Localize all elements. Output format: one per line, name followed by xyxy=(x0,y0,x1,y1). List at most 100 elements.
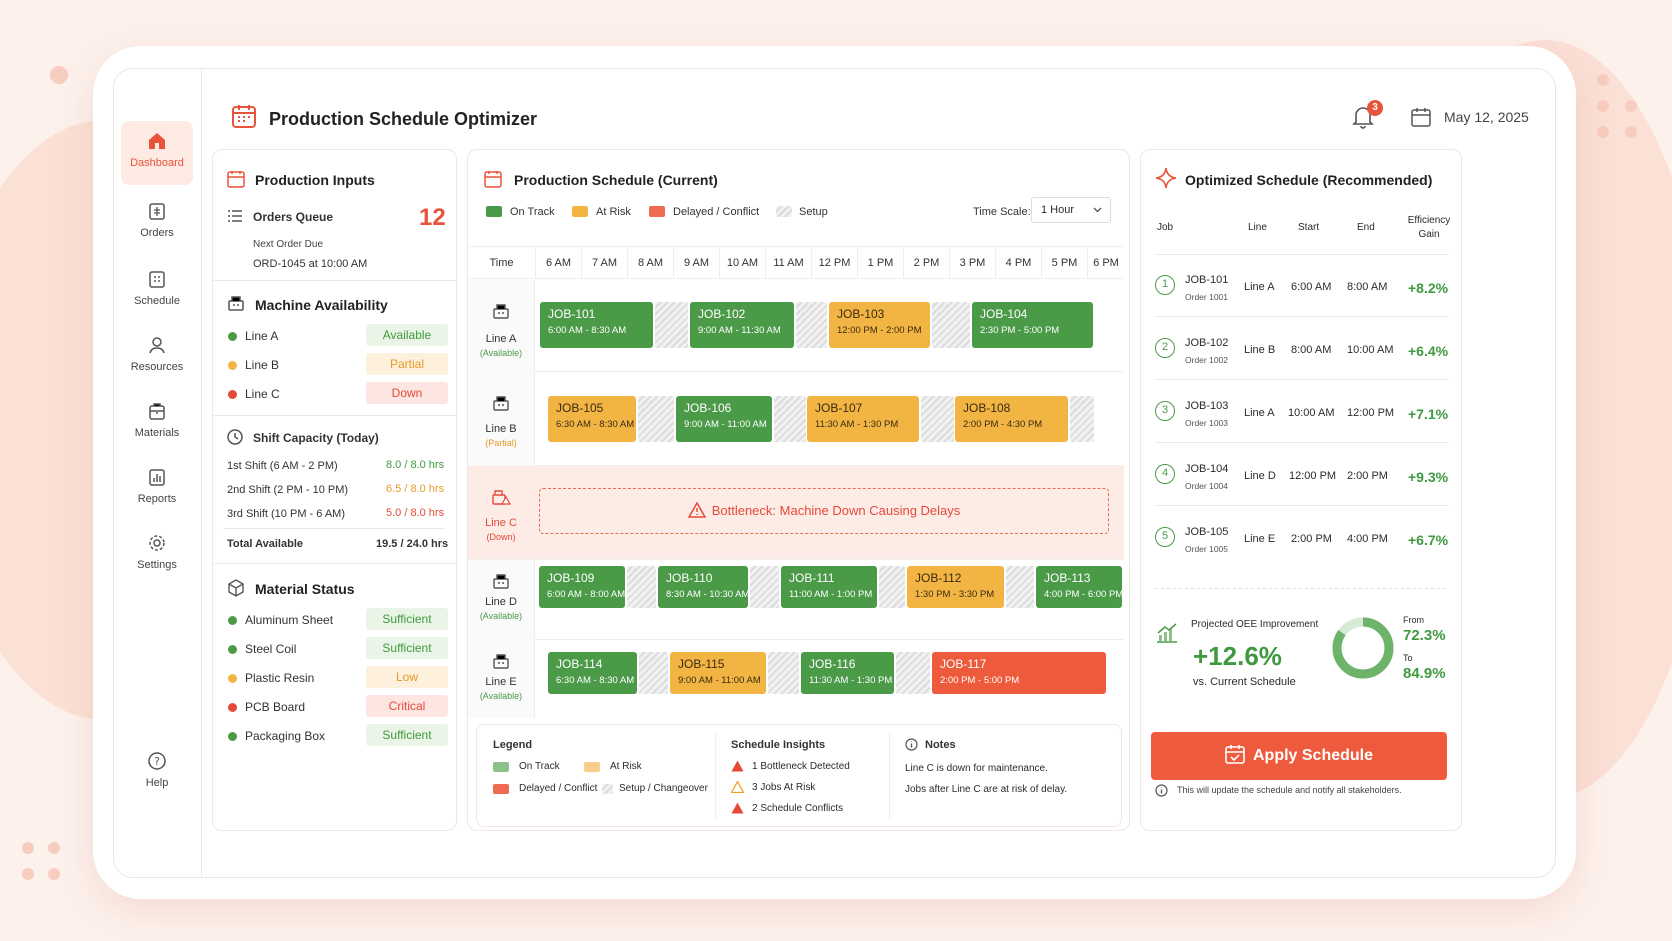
col-header: End xyxy=(1357,222,1375,233)
status-badge: Critical xyxy=(366,695,448,717)
job-bar[interactable]: JOB-115 9:00 AM - 11:00 AM xyxy=(670,652,766,694)
gear-icon xyxy=(149,535,165,551)
status-badge: Partial xyxy=(366,353,448,375)
job-bar[interactable]: JOB-110 8:30 AM - 10:30 AM xyxy=(658,566,749,608)
status-badge: Sufficient xyxy=(366,724,448,746)
machine-icon xyxy=(493,574,509,589)
job-bar[interactable]: JOB-102 9:00 AM - 11:30 AM xyxy=(690,302,794,348)
setup-block xyxy=(1006,566,1034,608)
legend-setup: Setup xyxy=(799,206,828,218)
warning-icon xyxy=(731,760,744,772)
hour-label: 3 PM xyxy=(949,247,995,279)
production-inputs-panel: Production Inputs Orders Queue 12 Next O… xyxy=(212,149,457,831)
svg-text:?: ? xyxy=(154,755,160,768)
reports-icon xyxy=(149,469,165,486)
machine-line-name: Line A xyxy=(245,329,279,343)
shift-value: 5.0 / 8.0 hrs xyxy=(386,507,445,519)
job-bar[interactable]: JOB-114 6:30 AM - 8:30 AM xyxy=(548,652,637,694)
job-bar[interactable]: JOB-109 6:00 AM - 8:00 AM xyxy=(539,566,625,608)
setup-block xyxy=(768,652,799,694)
status-dot xyxy=(228,332,237,341)
next-order-label: Next Order Due xyxy=(253,239,324,250)
job-bar[interactable]: JOB-117 2:00 PM - 5:00 PM xyxy=(932,652,1106,694)
optimized-schedule-panel: Optimized Schedule (Recommended) Job Lin… xyxy=(1140,149,1462,831)
col-header: Start xyxy=(1298,222,1320,233)
job-bar[interactable]: JOB-113 4:00 PM - 6:00 PM xyxy=(1036,566,1123,608)
setup-block xyxy=(655,302,688,348)
table-row[interactable]: 4 JOB-104 Order 1004 Line D 12:00 PM 2:0… xyxy=(1141,443,1461,506)
bell-icon[interactable] xyxy=(1352,105,1374,129)
apply-schedule-button[interactable]: Apply Schedule xyxy=(1151,732,1447,780)
legend-item: Delayed / Conflict xyxy=(519,783,598,794)
lane-status: (Available) xyxy=(479,348,523,358)
table-row[interactable]: 2 JOB-102 Order 1002 Line B 8:00 AM 10:0… xyxy=(1141,317,1461,380)
clock-icon xyxy=(227,429,243,445)
timescale-label: Time Scale: xyxy=(973,206,1031,218)
machine-icon xyxy=(228,296,244,311)
box-icon xyxy=(228,579,244,597)
job-bar[interactable]: JOB-105 6:30 AM - 8:30 AM xyxy=(548,396,636,442)
sidebar-item-resources[interactable]: Resources xyxy=(121,325,193,389)
job-bar[interactable]: JOB-103 12:00 PM - 2:00 PM xyxy=(829,302,930,348)
orders-queue-count: 12 xyxy=(419,204,446,231)
home-icon xyxy=(149,133,165,149)
sparkle-icon xyxy=(1155,167,1177,189)
oee-donut xyxy=(1332,617,1394,679)
job-bar[interactable]: JOB-116 11:30 AM - 1:30 PM xyxy=(801,652,894,694)
hour-label: 1 PM xyxy=(857,247,903,279)
sidebar-item-help[interactable]: ? Help xyxy=(121,741,193,805)
machine-warning-icon xyxy=(492,490,511,505)
sidebar-item-reports[interactable]: Reports xyxy=(121,457,193,521)
material-name: Plastic Resin xyxy=(245,671,315,685)
status-badge: Sufficient xyxy=(366,637,448,659)
job-bar[interactable]: JOB-111 11:00 AM - 1:00 PM xyxy=(781,566,877,608)
setup-block xyxy=(932,302,970,348)
setup-block xyxy=(879,566,905,608)
col-header: Line xyxy=(1248,222,1267,233)
to-value: 84.9% xyxy=(1403,665,1446,682)
table-row[interactable]: 5 JOB-105 Order 1005 Line E 2:00 PM 4:00… xyxy=(1141,506,1461,569)
hour-label: 9 AM xyxy=(673,247,719,279)
machine-icon xyxy=(493,396,509,411)
orders-queue-label: Orders Queue xyxy=(253,210,334,224)
hour-label: 7 AM xyxy=(581,247,627,279)
lane-line-d: Line D (Available) JOB-109 6:00 AM - 8:00 … xyxy=(468,560,1124,640)
status-badge: Available xyxy=(366,324,448,346)
lane-status: (Available) xyxy=(479,611,523,621)
insight-item: 2 Schedule Conflicts xyxy=(752,803,844,814)
sidebar-item-dashboard[interactable]: Dashboard xyxy=(121,121,193,185)
job-bar[interactable]: JOB-112 1:30 PM - 3:30 PM xyxy=(907,566,1004,608)
sidebar-item-settings[interactable]: Settings xyxy=(121,523,193,587)
lane-status: (Available) xyxy=(479,691,523,701)
col-header: Job xyxy=(1157,222,1174,233)
hour-label: 8 AM xyxy=(627,247,673,279)
legend-at-risk: At Risk xyxy=(596,206,631,218)
table-row[interactable]: 1 JOB-101 Order 1001 Line A 6:00 AM 8:00… xyxy=(1141,254,1461,317)
job-bar[interactable]: JOB-101 6:00 AM - 8:30 AM xyxy=(540,302,653,348)
schedule-icon xyxy=(149,271,165,288)
timescale-select[interactable]: 1 Hour xyxy=(1031,197,1111,223)
table-row[interactable]: 3 JOB-103 Order 1003 Line A 10:00 AM 12:… xyxy=(1141,380,1461,443)
sidebar-item-materials[interactable]: Materials xyxy=(121,391,193,455)
help-icon: ? xyxy=(148,752,166,770)
list-icon xyxy=(228,210,242,222)
machine-line-name: Line B xyxy=(245,358,280,372)
machine-icon xyxy=(493,304,509,319)
material-status-title: Material Status xyxy=(255,581,355,597)
job-bar[interactable]: JOB-106 9:00 AM - 11:00 AM xyxy=(676,396,772,442)
status-dot xyxy=(228,732,237,741)
job-bar[interactable]: JOB-107 11:30 AM - 1:30 PM xyxy=(807,396,919,442)
from-label: From xyxy=(1403,615,1424,625)
sidebar-item-schedule[interactable]: Schedule xyxy=(121,259,193,323)
gantt-chart: Time 6 AM 7 AM 8 AM 9 AM 10 AM 11 AM 12 … xyxy=(468,246,1124,718)
user-icon xyxy=(149,337,165,354)
status-badge: Down xyxy=(366,382,448,404)
lane-name: Line E xyxy=(485,676,517,688)
setup-block xyxy=(796,302,827,348)
job-bar[interactable]: JOB-104 2:30 PM - 5:00 PM xyxy=(972,302,1093,348)
orders-icon xyxy=(149,203,165,220)
job-bar[interactable]: JOB-108 2:00 PM - 4:30 PM xyxy=(955,396,1068,442)
legend-item: Setup / Changeover xyxy=(619,783,708,794)
setup-block xyxy=(638,396,674,442)
sidebar-item-orders[interactable]: Orders xyxy=(121,191,193,255)
